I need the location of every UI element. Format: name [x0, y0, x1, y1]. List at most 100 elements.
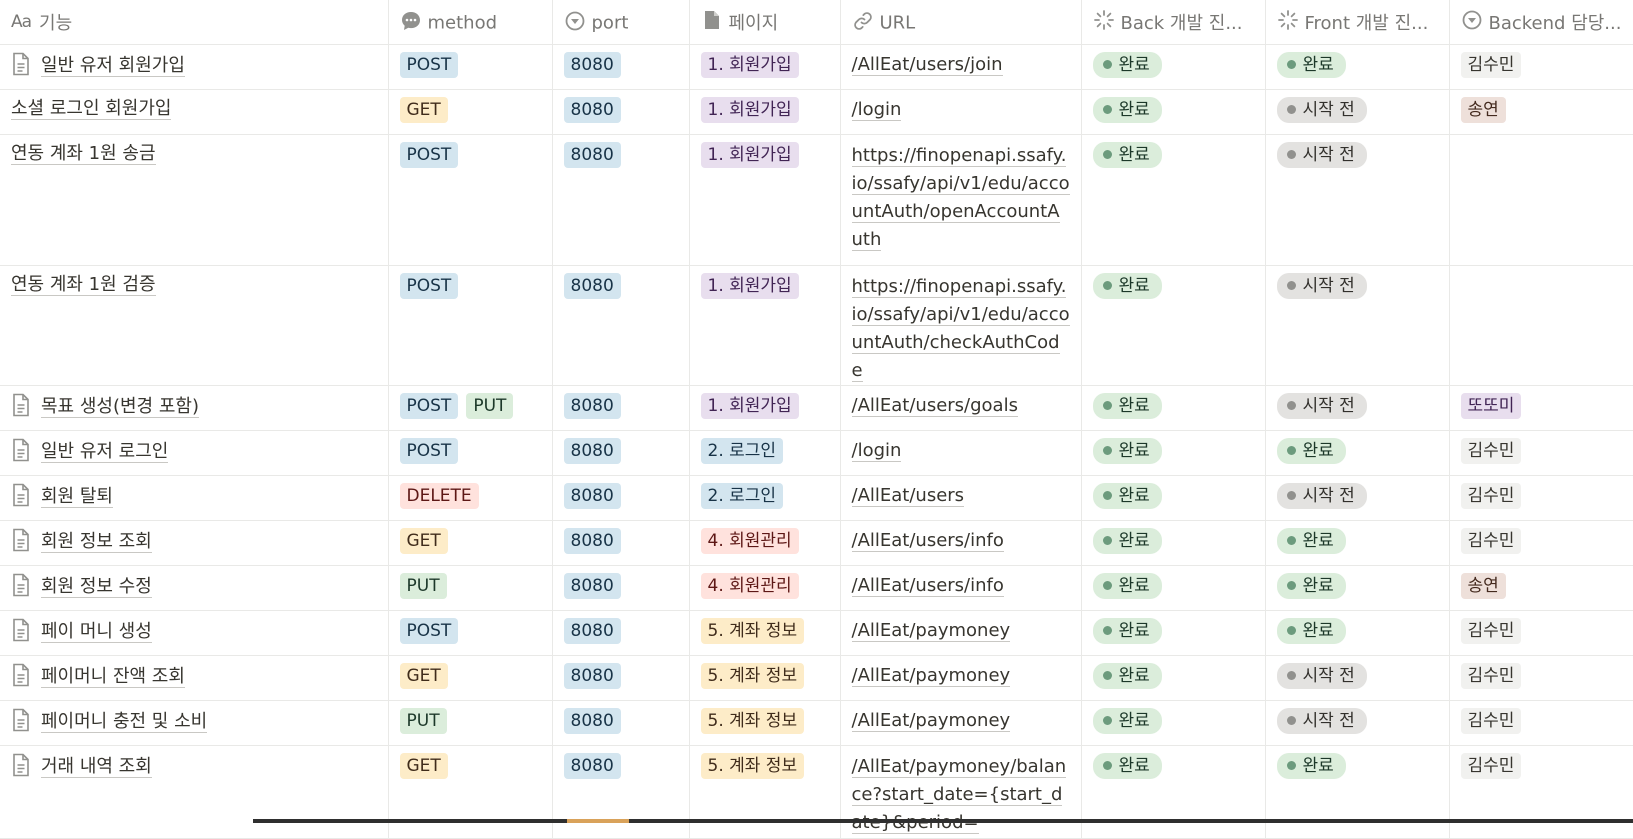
cell-port[interactable]: 8080 [552, 430, 690, 476]
cell-method[interactable]: DELETE [388, 475, 553, 521]
row-title[interactable]: 연동 계좌 1원 송금 [11, 142, 156, 165]
column-header-url[interactable]: URL [840, 0, 1082, 45]
row-title[interactable]: 페이 머니 생성 [41, 620, 152, 643]
cell-front[interactable]: 시작 전 [1265, 89, 1450, 135]
cell-back[interactable]: 완료 [1081, 385, 1266, 431]
cell-url[interactable]: https://finopenapi.ssafy.io/ssafy/api/v1… [840, 265, 1082, 386]
cell-page[interactable]: 5. 계좌 정보 [689, 700, 841, 746]
cell-front[interactable]: 시작 전 [1265, 265, 1450, 386]
row-title[interactable]: 회원 정보 수정 [41, 575, 152, 598]
cell-back[interactable]: 완료 [1081, 134, 1266, 266]
row-title[interactable]: 회원 정보 조회 [41, 530, 152, 553]
row-title[interactable]: 일반 유저 회원가입 [41, 54, 185, 77]
cell-port[interactable]: 8080 [552, 89, 690, 135]
cell-name[interactable]: 소셜 로그인 회원가입 [0, 89, 389, 135]
cell-port[interactable]: 8080 [552, 134, 690, 266]
cell-port[interactable]: 8080 [552, 265, 690, 386]
cell-back[interactable]: 완료 [1081, 610, 1266, 656]
cell-back[interactable]: 완료 [1081, 89, 1266, 135]
row-title[interactable]: 일반 유저 로그인 [41, 440, 169, 463]
table-row[interactable]: 회원 탈퇴 DELETE 8080 2. 로그인/AllEat/users 완료 시작 전… [0, 475, 1633, 521]
row-title[interactable]: 연동 계좌 1원 검증 [11, 273, 156, 296]
cell-name[interactable]: 회원 정보 수정 [0, 565, 389, 611]
column-header-front[interactable]: Front 개발 진... [1265, 0, 1450, 45]
horizontal-scrollbar[interactable] [253, 819, 1633, 823]
cell-url[interactable]: /AllEat/paymoney [840, 700, 1082, 746]
cell-name[interactable]: 회원 탈퇴 [0, 475, 389, 521]
cell-url[interactable]: /login [840, 89, 1082, 135]
cell-page[interactable]: 1. 회원가입 [689, 134, 841, 266]
row-title[interactable]: 소셜 로그인 회원가입 [11, 97, 172, 120]
table-row[interactable]: 페이머니 충전 및 소비 PUT 8080 5. 계좌 정보/AllEat/paymo… [0, 700, 1633, 746]
cell-method[interactable]: POST [388, 430, 553, 476]
table-row[interactable]: 회원 정보 조회 GET 8080 4. 회원관리/AllEat/users/info… [0, 520, 1633, 566]
cell-back[interactable]: 완료 [1081, 565, 1266, 611]
cell-url[interactable]: /AllEat/paymoney/balance?start_date={sta… [840, 745, 1082, 839]
cell-name[interactable]: 연동 계좌 1원 송금 [0, 134, 389, 266]
row-title[interactable]: 페이머니 충전 및 소비 [41, 710, 208, 733]
cell-name[interactable]: 일반 유저 로그인 [0, 430, 389, 476]
table-row[interactable]: 연동 계좌 1원 검증 POST 8080 1. 회원가입 https://finope… [0, 265, 1633, 386]
cell-front[interactable]: 완료 [1265, 430, 1450, 476]
url-link[interactable]: /AllEat/users/info [851, 574, 1004, 597]
cell-method[interactable]: PUT [388, 565, 553, 611]
cell-owner[interactable]: 송연 [1449, 565, 1633, 611]
cell-back[interactable]: 완료 [1081, 520, 1266, 566]
cell-url[interactable]: /login [840, 430, 1082, 476]
cell-method[interactable]: GET [388, 89, 553, 135]
cell-owner[interactable]: 송연 [1449, 89, 1633, 135]
cell-back[interactable]: 완료 [1081, 745, 1266, 839]
row-title[interactable]: 페이머니 잔액 조회 [41, 665, 185, 688]
cell-page[interactable]: 5. 계좌 정보 [689, 745, 841, 839]
cell-url[interactable]: /AllEat/users/goals [840, 385, 1082, 431]
row-title[interactable]: 목표 생성(변경 포함) [41, 395, 199, 418]
cell-port[interactable]: 8080 [552, 700, 690, 746]
cell-page[interactable]: 5. 계좌 정보 [689, 610, 841, 656]
cell-page[interactable]: 4. 회원관리 [689, 520, 841, 566]
cell-method[interactable]: GET [388, 655, 553, 701]
horizontal-scrollbar-thumb[interactable] [567, 819, 629, 823]
cell-back[interactable]: 완료 [1081, 655, 1266, 701]
row-title[interactable]: 거래 내역 조회 [41, 755, 152, 778]
cell-method[interactable]: POST [388, 44, 553, 90]
cell-page[interactable]: 4. 회원관리 [689, 565, 841, 611]
cell-owner[interactable]: 또또미 [1449, 385, 1633, 431]
cell-port[interactable]: 8080 [552, 745, 690, 839]
url-link[interactable]: /AllEat/users [851, 484, 965, 507]
cell-front[interactable]: 시작 전 [1265, 385, 1450, 431]
url-link[interactable]: /AllEat/users/goals [851, 394, 1018, 417]
url-link[interactable]: /AllEat/users/join [851, 53, 1003, 76]
url-link[interactable]: /login [851, 98, 902, 121]
url-link[interactable]: /login [851, 439, 902, 462]
url-link[interactable]: https://finopenapi.ssafy.io/ssafy/api/v1… [851, 275, 1070, 382]
cell-port[interactable]: 8080 [552, 610, 690, 656]
column-header-page[interactable]: 페이지 [689, 0, 841, 45]
table-row[interactable]: 소셜 로그인 회원가입 GET 8080 1. 회원가입/login 완료 시작 전 송연 [0, 89, 1633, 135]
cell-page[interactable]: 2. 로그인 [689, 475, 841, 521]
table-row[interactable]: 일반 유저 회원가입 POST 8080 1. 회원가입/AllEat/users/j… [0, 44, 1633, 90]
cell-name[interactable]: 일반 유저 회원가입 [0, 44, 389, 90]
cell-front[interactable]: 완료 [1265, 610, 1450, 656]
cell-method[interactable]: GET [388, 745, 553, 839]
table-row[interactable]: 페이머니 잔액 조회 GET 8080 5. 계좌 정보/AllEat/paymone… [0, 655, 1633, 701]
cell-method[interactable]: GET [388, 520, 553, 566]
table-row[interactable]: 일반 유저 로그인 POST 8080 2. 로그인/login 완료 완료 김수민 [0, 430, 1633, 476]
cell-method[interactable]: POST [388, 610, 553, 656]
cell-owner[interactable]: 김수민 [1449, 44, 1633, 90]
cell-page[interactable]: 1. 회원가입 [689, 89, 841, 135]
cell-name[interactable]: 목표 생성(변경 포함) [0, 385, 389, 431]
cell-port[interactable]: 8080 [552, 44, 690, 90]
cell-front[interactable]: 완료 [1265, 520, 1450, 566]
cell-method[interactable]: POST [388, 265, 553, 386]
table-row[interactable]: 거래 내역 조회 GET 8080 5. 계좌 정보/AllEat/paymoney/… [0, 745, 1633, 839]
cell-owner[interactable]: 김수민 [1449, 610, 1633, 656]
cell-front[interactable]: 완료 [1265, 565, 1450, 611]
cell-page[interactable]: 5. 계좌 정보 [689, 655, 841, 701]
cell-front[interactable]: 완료 [1265, 44, 1450, 90]
table-row[interactable]: 회원 정보 수정 PUT 8080 4. 회원관리/AllEat/users/info… [0, 565, 1633, 611]
url-link[interactable]: /AllEat/paymoney [851, 709, 1011, 732]
url-link[interactable]: https://finopenapi.ssafy.io/ssafy/api/v1… [851, 144, 1070, 251]
cell-page[interactable]: 1. 회원가입 [689, 265, 841, 386]
cell-name[interactable]: 거래 내역 조회 [0, 745, 389, 839]
cell-front[interactable]: 시작 전 [1265, 475, 1450, 521]
